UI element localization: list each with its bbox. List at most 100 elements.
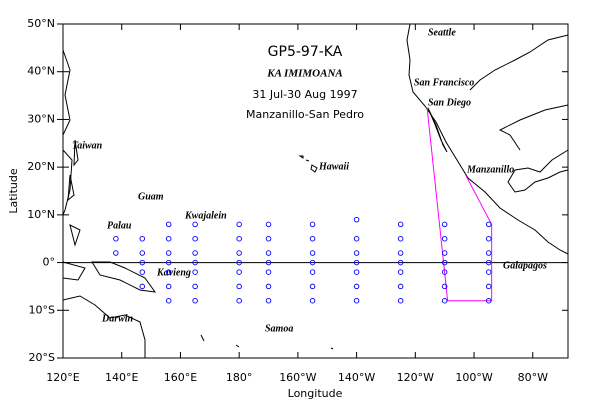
station xyxy=(397,235,404,242)
station xyxy=(192,221,198,228)
station xyxy=(441,221,448,228)
station xyxy=(441,250,448,256)
station xyxy=(165,250,172,256)
islands xyxy=(200,155,334,350)
station xyxy=(192,250,198,256)
annotation: Manzanillo-San Pedro xyxy=(246,108,364,121)
coast xyxy=(62,49,73,216)
station xyxy=(309,269,316,275)
station xyxy=(309,259,316,266)
station xyxy=(441,259,448,266)
station xyxy=(192,283,198,290)
station xyxy=(113,235,119,242)
station xyxy=(441,297,448,304)
station xyxy=(165,259,172,266)
station xyxy=(192,235,198,242)
place-label: Manzanillo xyxy=(466,164,514,175)
station xyxy=(236,283,242,290)
station xyxy=(265,297,272,304)
station xyxy=(139,235,146,242)
station xyxy=(165,221,172,228)
x-tick-label: 100°W xyxy=(455,371,492,384)
coast xyxy=(427,107,448,153)
station xyxy=(485,259,492,266)
station xyxy=(139,250,146,256)
x-tick-label: 140°W xyxy=(338,371,375,384)
station xyxy=(441,235,448,242)
station xyxy=(265,235,272,242)
station xyxy=(485,297,492,304)
station xyxy=(397,259,404,266)
station xyxy=(397,221,404,228)
x-tick-label: 140°E xyxy=(105,371,138,384)
station xyxy=(353,250,360,256)
station xyxy=(309,297,316,304)
station xyxy=(165,269,172,275)
station xyxy=(397,297,404,304)
coast xyxy=(67,139,81,247)
subtitle: KA IMIMOANA xyxy=(266,68,343,80)
place-label: Hawaii xyxy=(318,161,349,172)
station xyxy=(353,269,360,275)
station xyxy=(309,283,316,290)
station xyxy=(441,283,448,290)
station xyxy=(236,235,242,242)
station xyxy=(236,250,242,256)
station xyxy=(485,221,492,228)
station xyxy=(265,283,272,290)
place-label: Kwajalein xyxy=(184,210,227,221)
x-tick-label: 80°W xyxy=(518,371,548,384)
station xyxy=(139,259,146,266)
place-label: San Diego xyxy=(428,97,471,108)
station xyxy=(192,259,198,266)
station xyxy=(265,269,272,275)
station xyxy=(165,283,172,290)
place-label: Taiwan xyxy=(72,140,103,151)
station xyxy=(165,235,172,242)
coast xyxy=(469,34,569,151)
cruise-track xyxy=(426,107,493,302)
station xyxy=(353,216,360,223)
station xyxy=(139,269,146,275)
place-label: Galapagos xyxy=(503,260,547,271)
station xyxy=(236,221,242,228)
title: GP5-97-KA xyxy=(268,44,343,60)
station xyxy=(485,269,492,275)
y-tick-label: 50°N xyxy=(27,17,55,30)
y-tick-label: 20°S xyxy=(29,351,55,364)
y-tick-label: 10°S xyxy=(29,303,55,316)
x-tick-label: 120°W xyxy=(397,371,434,384)
station xyxy=(309,221,316,228)
x-tick-label: 160°E xyxy=(164,371,197,384)
station xyxy=(397,283,404,290)
x-tick-label: 160°W xyxy=(279,371,316,384)
station xyxy=(397,250,404,256)
station xyxy=(265,221,272,228)
y-tick-label: 40°N xyxy=(27,65,55,78)
place-label: Palau xyxy=(107,220,132,231)
station xyxy=(353,259,360,266)
y-tick-label: 20°N xyxy=(27,160,55,173)
x-tick-label: 120°E xyxy=(46,371,79,384)
station xyxy=(485,250,492,256)
place-label: Kavieng xyxy=(156,267,191,278)
coast xyxy=(507,149,569,193)
place-label: Darwin xyxy=(101,313,134,324)
place-label: Samoa xyxy=(265,323,293,334)
place-label: Guam xyxy=(138,191,164,202)
station xyxy=(265,259,272,266)
station xyxy=(192,297,198,304)
station xyxy=(353,297,360,304)
station xyxy=(397,269,404,275)
place-label: San Francisco xyxy=(414,77,474,88)
station xyxy=(192,269,198,275)
station xyxy=(485,235,492,242)
station xyxy=(113,250,119,256)
annotation: 31 Jul-30 Aug 1997 xyxy=(252,88,357,101)
station xyxy=(441,269,448,275)
station xyxy=(485,283,492,290)
station xyxy=(265,250,272,256)
y-tick-label: 0° xyxy=(43,256,56,269)
